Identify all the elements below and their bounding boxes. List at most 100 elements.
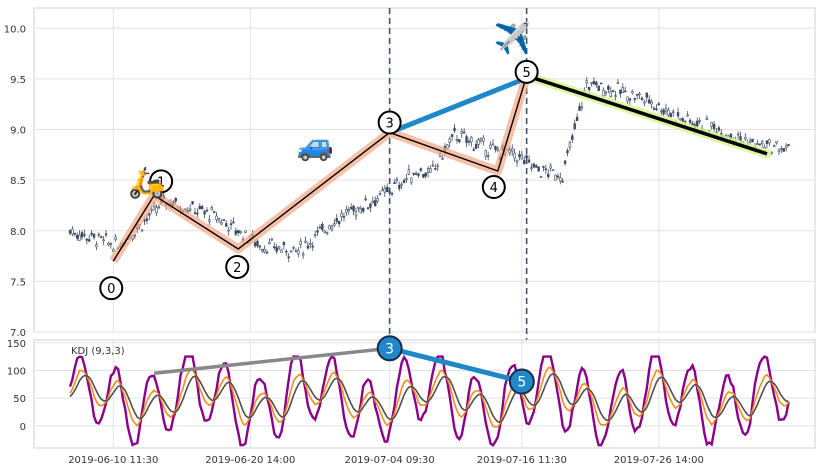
candle-body (667, 109, 670, 116)
x-tick-label: 2019-07-26 14:00 (614, 455, 704, 466)
candle-body (193, 212, 197, 214)
candle-body (335, 218, 338, 222)
candle-body (289, 250, 293, 253)
candle-body (635, 93, 639, 96)
candle-body (470, 136, 473, 143)
candle-body (390, 192, 394, 195)
candle-body (676, 112, 680, 117)
price-ytick-label: 7.0 (10, 328, 26, 339)
candle-body (345, 209, 348, 213)
candle-body (585, 80, 588, 84)
car-icon: 🚙 (296, 128, 333, 163)
candle-body (544, 168, 548, 171)
candle-body (275, 247, 278, 252)
candle-body (672, 111, 675, 114)
candle-body (198, 205, 201, 210)
candle-body (650, 101, 653, 105)
candle-body (297, 250, 300, 255)
candle-body (188, 208, 192, 211)
candle-body (294, 250, 298, 253)
candle-body (458, 139, 461, 143)
candle-body (349, 207, 353, 209)
candle-body (587, 87, 591, 90)
candle-body (112, 249, 115, 252)
candle-body (474, 144, 478, 149)
kdj-divergence-label: 5 (517, 375, 526, 391)
candle-body (68, 230, 72, 234)
candle-body (292, 246, 295, 249)
candle-body (664, 108, 668, 112)
pattern-point-label: 4 (490, 181, 498, 196)
candle-body (760, 141, 764, 144)
x-tick-label: 2019-07-04 09:30 (345, 455, 435, 466)
candle-body (479, 138, 483, 141)
candle-body (78, 234, 81, 241)
candle-body (148, 213, 151, 216)
candle-body (679, 118, 682, 121)
candle-body (486, 155, 490, 157)
candle-body (784, 145, 788, 149)
candle-body (530, 167, 533, 169)
candle-body (640, 97, 644, 101)
candle-body (513, 152, 516, 159)
candle-body (532, 163, 536, 168)
candle-body (462, 131, 466, 134)
candle-body (681, 118, 685, 122)
candle-body (621, 87, 624, 94)
price-ytick-label: 9.5 (10, 75, 26, 86)
candle-body (97, 234, 101, 237)
candle-body (309, 243, 312, 245)
candle-body (537, 166, 540, 172)
candle-body (95, 244, 98, 248)
price-ytick-label: 8.5 (10, 176, 26, 187)
candle-body (107, 243, 110, 246)
candle-body (196, 212, 199, 215)
candle-body (431, 164, 435, 167)
candle-body (280, 249, 283, 253)
candle-body (765, 140, 769, 144)
candle-body (748, 140, 752, 143)
candle-body (381, 189, 384, 192)
candle-body (535, 165, 538, 168)
candle-body (494, 146, 497, 150)
candle-body (191, 201, 194, 205)
candle-body (739, 136, 742, 141)
candle-body (261, 248, 264, 252)
candle-body (688, 119, 692, 123)
candle-body (383, 187, 387, 193)
candle-body (85, 238, 89, 241)
candle-body (208, 219, 211, 222)
candle-body (412, 172, 415, 175)
candle-body (669, 113, 673, 118)
candle-body (268, 241, 271, 245)
kdj-divergence-line-1 (153, 346, 390, 375)
candle-body (645, 92, 649, 98)
candle-body (566, 150, 569, 154)
price-ytick-label: 8.0 (10, 227, 26, 238)
candle-body (239, 230, 242, 234)
candle-body (595, 81, 598, 86)
pattern-point-marker (99, 276, 124, 301)
candle-body (369, 203, 372, 208)
x-tick-label: 2019-07-16 11:30 (477, 455, 567, 466)
candle-body (333, 223, 336, 226)
candle-body (436, 165, 439, 168)
candle-body (523, 160, 526, 164)
candle-body (318, 226, 322, 229)
candle-body (306, 245, 310, 249)
candle-body (518, 154, 521, 158)
candle-body (580, 106, 584, 109)
candle-body (599, 82, 603, 85)
candle-body (407, 169, 411, 175)
candle-body (424, 172, 427, 177)
candle-body (652, 107, 656, 110)
candle-body (237, 230, 240, 233)
candle-body (453, 127, 456, 132)
candle-body (215, 215, 218, 221)
candle-body (222, 219, 226, 221)
candle-body (705, 117, 709, 121)
candle-body (484, 150, 487, 157)
candle-body (563, 160, 567, 164)
candle-body (496, 148, 499, 151)
